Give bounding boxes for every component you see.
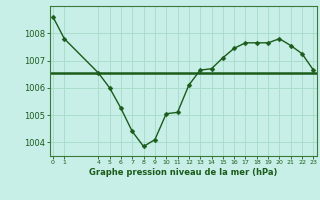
X-axis label: Graphe pression niveau de la mer (hPa): Graphe pression niveau de la mer (hPa): [89, 168, 277, 177]
